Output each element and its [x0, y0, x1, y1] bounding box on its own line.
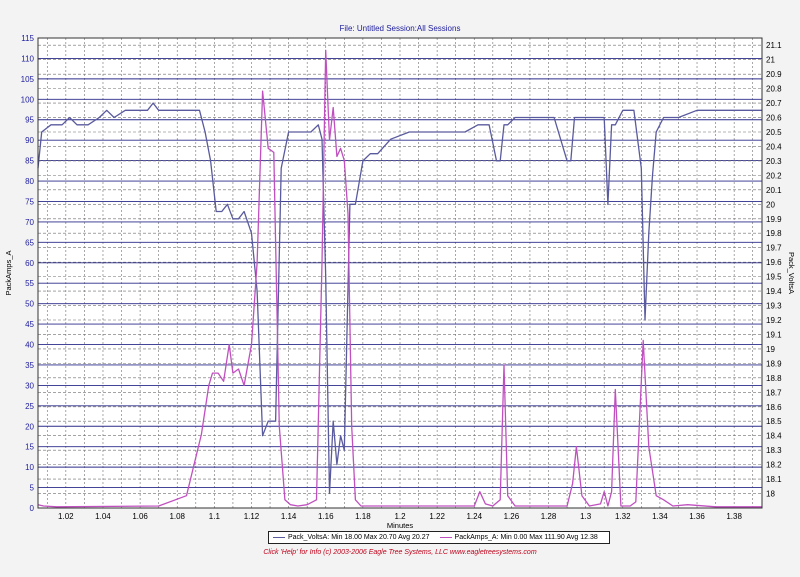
y-right-tick-label: 20 — [766, 200, 775, 209]
chart-title: File: Untitled Session:All Sessions — [339, 24, 461, 33]
legend-swatch-amps — [439, 537, 452, 538]
y-right-tick-label: 20.6 — [766, 114, 782, 123]
y-left-tick-label: 50 — [25, 300, 34, 309]
y-left-tick-label: 20 — [25, 422, 34, 431]
y-right-tick-label: 19.8 — [766, 229, 782, 238]
plot-background — [38, 38, 762, 508]
y-right-tick-label: 18.8 — [766, 374, 782, 383]
y-left-tick-label: 105 — [21, 75, 35, 84]
y-right-tick-label: 20.9 — [766, 70, 782, 79]
legend-item-amps: PackAmps_A: Min 0.00 Max 111.90 Avg 12.3… — [439, 534, 598, 541]
legend-swatch-volts — [273, 537, 285, 538]
y-left-tick-label: 100 — [21, 95, 35, 104]
y-right-tick-label: 18.3 — [766, 446, 782, 455]
x-tick-label: 1.32 — [615, 512, 631, 521]
x-tick-label: 1.3 — [580, 512, 592, 521]
x-tick-label: 1.22 — [429, 512, 445, 521]
y-left-tick-label: 10 — [25, 463, 34, 472]
y-right-tick-label: 19.2 — [766, 316, 782, 325]
y-right-tick-label: 19.7 — [766, 244, 782, 253]
y-right-tick-label: 19.3 — [766, 302, 782, 311]
legend-label-volts: Pack_VoltsA: Min 18.00 Max 20.70 Avg 20.… — [288, 534, 430, 541]
y-left-tick-label: 25 — [25, 402, 34, 411]
y-right-tick-label: 19 — [766, 345, 775, 354]
x-tick-label: 1.12 — [244, 512, 260, 521]
y-left-tick-label: 115 — [21, 34, 34, 43]
x-tick-label: 1.24 — [466, 512, 482, 521]
y-right-tick-label: 18 — [766, 490, 775, 499]
y-right-tick-label: 18.9 — [766, 359, 782, 368]
plot-frame — [37, 37, 763, 509]
y-right-tick-label: 20.1 — [766, 186, 782, 195]
y-left-tick-label: 60 — [25, 259, 34, 268]
x-tick-label: 1.04 — [95, 512, 111, 521]
y-left-tick-label: 85 — [25, 157, 34, 166]
series-layer — [37, 49, 762, 508]
y-left-tick-label: 0 — [30, 504, 35, 513]
series-line-amps — [37, 49, 762, 508]
x-tick-label: 1.18 — [355, 512, 371, 521]
y-right-tick-label: 18.4 — [766, 432, 782, 441]
y-left-tick-label: 90 — [25, 136, 34, 145]
series-line-volts — [37, 102, 762, 495]
y-left-tick-label: 15 — [25, 443, 34, 452]
y-right-tick-label: 20.8 — [766, 85, 782, 94]
x-tick-label: 1.28 — [541, 512, 557, 521]
y-left-tick-label: 70 — [25, 218, 34, 227]
axes: 0 5 10 15 20 25 30 35 40 45 50 55 60 65 70 75 80 85 90 95 10… — [4, 34, 796, 530]
y-right-tick-label: 21.1 — [766, 41, 782, 50]
y-right-tick-label: 19.6 — [766, 258, 782, 267]
y-left-tick-label: 35 — [25, 361, 34, 370]
y-right-tick-label: 18.7 — [766, 388, 782, 397]
y-right-axis-title: Pack_VoltsA — [787, 252, 796, 294]
x-tick-label: 1.1 — [209, 512, 221, 521]
x-tick-label: 1.26 — [504, 512, 520, 521]
y-left-tick-label: 40 — [25, 341, 34, 350]
y-right-tick-label: 19.9 — [766, 215, 782, 224]
copyright-footer: Click 'Help' for Info (c) 2003-2006 Eagl… — [263, 549, 537, 556]
y-left-tick-label: 55 — [25, 279, 34, 288]
x-tick-label: 1.2 — [394, 512, 406, 521]
y-left-tick-label: 30 — [25, 381, 34, 390]
y-right-tick-label: 21 — [766, 56, 775, 65]
grid — [38, 37, 762, 509]
y-right-tick-label: 20.4 — [766, 142, 782, 151]
y-right-tick-label: 20.2 — [766, 171, 782, 180]
x-tick-label: 1.14 — [281, 512, 297, 521]
legend-item-volts: Pack_VoltsA: Min 18.00 Max 20.70 Avg 20.… — [273, 534, 430, 541]
y-right-tick-label: 18.1 — [766, 475, 782, 484]
x-tick-label: 1.38 — [726, 512, 742, 521]
y-left-tick-label: 45 — [25, 320, 34, 329]
x-tick-label: 1.02 — [58, 512, 74, 521]
x-axis-title: Minutes — [387, 521, 414, 530]
y-right-tick-label: 18.2 — [766, 461, 782, 470]
y-left-tick-label: 110 — [21, 54, 34, 63]
x-tick-label: 1.16 — [318, 512, 334, 521]
y-left-tick-label: 65 — [25, 238, 34, 247]
y-left-tick-label: 95 — [25, 116, 34, 125]
legend: Pack_VoltsA: Min 18.00 Max 20.70 Avg 20.… — [268, 531, 610, 544]
y-right-tick-label: 20.5 — [766, 128, 782, 137]
y-left-tick-label: 5 — [30, 484, 35, 493]
y-left-tick-label: 75 — [25, 197, 34, 206]
y-left-tick-label: 80 — [25, 177, 34, 186]
y-right-tick-label: 20.3 — [766, 157, 782, 166]
y-left-axis-title: PackAmps_A — [4, 250, 13, 295]
x-tick-label: 1.08 — [169, 512, 185, 521]
legend-label-amps: PackAmps_A: Min 0.00 Max 111.90 Avg 12.3… — [454, 534, 598, 541]
y-right-tick-label: 19.4 — [766, 287, 782, 296]
y-right-tick-label: 19.5 — [766, 273, 782, 282]
y-right-tick-label: 20.7 — [766, 99, 782, 108]
y-right-tick-label: 18.5 — [766, 417, 782, 426]
y-right-tick-label: 19.1 — [766, 330, 782, 339]
y-right-tick-label: 18.6 — [766, 403, 782, 412]
x-tick-label: 1.36 — [689, 512, 705, 521]
x-tick-label: 1.06 — [132, 512, 148, 521]
x-tick-label: 1.34 — [652, 512, 668, 521]
